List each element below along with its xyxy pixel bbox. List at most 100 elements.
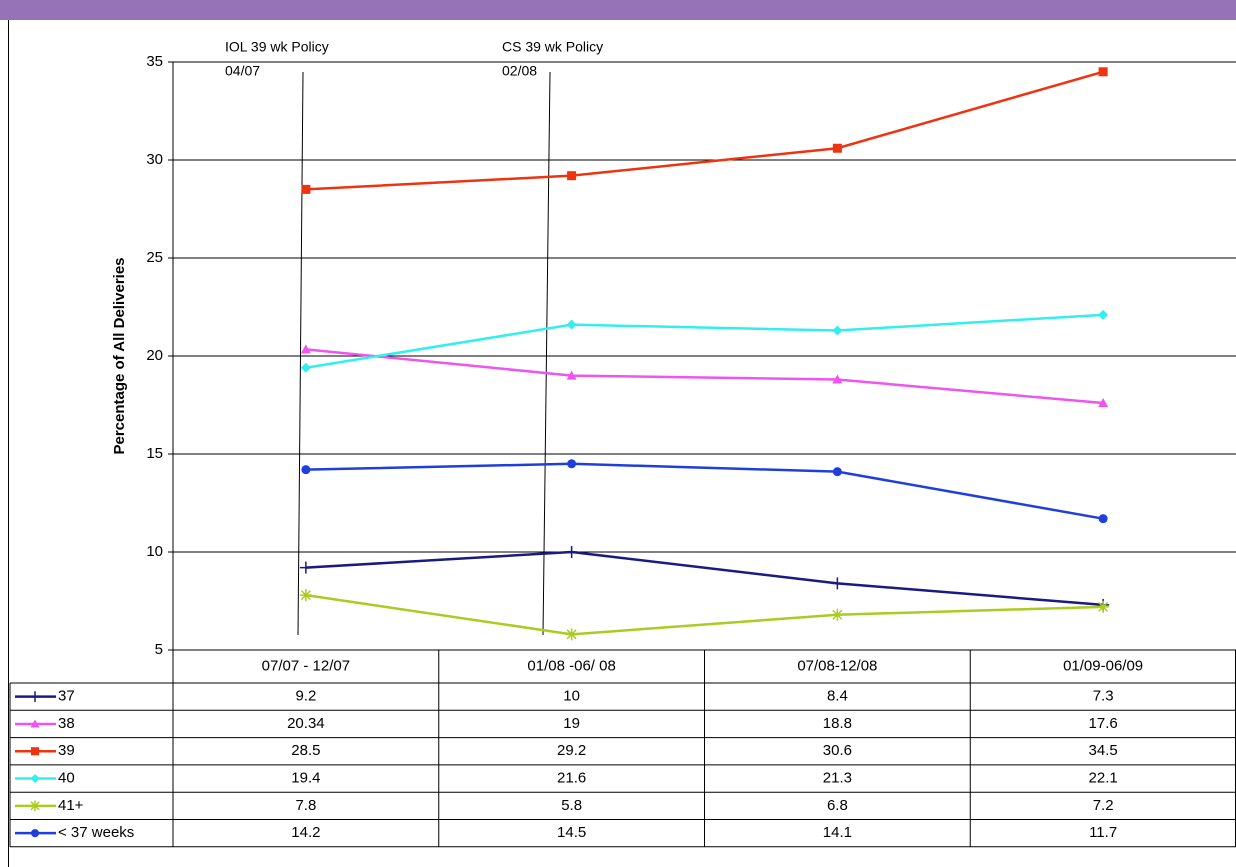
table-value: 11.7 — [1089, 824, 1117, 841]
table-value: 22.1 — [1089, 770, 1118, 787]
marker — [1098, 67, 1108, 77]
marker-part — [831, 608, 844, 621]
marker-part — [832, 467, 842, 477]
table-value: 21.3 — [823, 770, 852, 787]
marker-part — [832, 374, 843, 384]
marker — [831, 608, 844, 621]
marker-part — [1098, 67, 1108, 77]
table-value: 30.6 — [823, 742, 852, 759]
y-tick-label: 5 — [155, 641, 163, 658]
legend-label: 38 — [58, 715, 75, 732]
banner — [0, 0, 1236, 20]
marker — [1097, 600, 1110, 613]
marker-part — [565, 546, 578, 558]
y-tick-label: 25 — [146, 249, 163, 266]
y-tick-label: 20 — [146, 347, 163, 364]
marker-part — [832, 325, 843, 336]
annotation-line — [297, 71, 304, 636]
marker — [29, 800, 41, 812]
marker-part — [300, 362, 311, 373]
table-value: 5.8 — [561, 797, 582, 814]
annotation-date: 04/07 — [225, 63, 260, 79]
marker — [30, 829, 40, 838]
marker-part — [567, 459, 577, 469]
marker — [565, 546, 578, 558]
marker-part — [29, 800, 41, 812]
marker — [30, 747, 40, 756]
marker — [566, 370, 577, 380]
marker — [832, 467, 842, 477]
marker-part — [30, 719, 40, 728]
marker-part — [299, 561, 312, 574]
marker — [299, 589, 312, 602]
table-value: 9.2 — [295, 688, 316, 705]
table-value: 14.2 — [291, 824, 320, 841]
x-tick-label: 07/08-12/08 — [797, 657, 877, 674]
marker — [831, 577, 844, 590]
y-axis-label: Percentage of All Deliveries — [111, 257, 128, 454]
marker-part — [1097, 600, 1110, 613]
y-tick-label: 35 — [146, 53, 163, 70]
marker-part — [301, 184, 311, 194]
marker-part — [30, 747, 40, 756]
series-line — [305, 462, 1104, 520]
marker — [300, 344, 311, 354]
series-line — [305, 70, 1104, 191]
marker — [29, 691, 41, 703]
marker — [832, 325, 843, 336]
legend-label: 39 — [58, 742, 75, 759]
table-value: 17.6 — [1089, 715, 1118, 732]
table-value: 8.4 — [827, 688, 848, 705]
series-line — [305, 348, 1104, 405]
marker-part — [30, 774, 40, 784]
table-value: 7.2 — [1093, 797, 1114, 814]
x-tick-label: 07/07 - 12/07 — [262, 657, 350, 674]
marker-part — [567, 171, 577, 181]
table-value: 18.8 — [823, 715, 852, 732]
marker — [301, 465, 311, 475]
y-tick-label: 15 — [146, 445, 163, 462]
marker-part — [29, 691, 41, 703]
marker-part — [299, 589, 312, 602]
marker-part — [1098, 309, 1109, 320]
marker — [1098, 309, 1109, 320]
marker — [299, 561, 312, 574]
x-tick-label: 01/08 -06/ 08 — [527, 657, 615, 674]
marker-part — [300, 344, 311, 354]
marker-part — [1098, 514, 1108, 524]
table-value: 10 — [563, 688, 580, 705]
table-value: 19.4 — [291, 770, 320, 787]
y-tick-label: 10 — [146, 543, 163, 560]
legend-label: 40 — [58, 770, 75, 787]
marker — [566, 319, 577, 330]
marker-part — [1098, 398, 1109, 408]
marker — [301, 184, 311, 194]
annotation-date: 02/08 — [502, 63, 537, 79]
table-value: 20.34 — [287, 715, 325, 732]
marker — [567, 171, 577, 181]
marker-part — [566, 319, 577, 330]
marker-part — [831, 577, 844, 590]
series-line — [305, 593, 1104, 636]
marker — [565, 628, 578, 641]
marker — [300, 362, 311, 373]
table-value: 21.6 — [557, 770, 586, 787]
table-value: 28.5 — [291, 742, 320, 759]
table-value: 7.8 — [295, 797, 316, 814]
marker — [832, 143, 842, 153]
marker — [30, 774, 40, 784]
legend-label: 41+ — [58, 797, 84, 814]
series-line — [305, 550, 1104, 607]
legend-label: 37 — [58, 688, 75, 705]
table-value: 29.2 — [557, 742, 586, 759]
marker-part — [832, 143, 842, 153]
table-value: 7.3 — [1093, 688, 1114, 705]
table-value: 14.5 — [557, 824, 586, 841]
table-value: 19 — [563, 715, 580, 732]
x-tick-label: 01/09-06/09 — [1063, 657, 1143, 674]
legend-label: < 37 weeks — [58, 824, 134, 841]
marker-part — [565, 628, 578, 641]
series-line — [305, 313, 1104, 369]
